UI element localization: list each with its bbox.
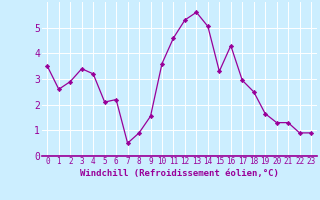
X-axis label: Windchill (Refroidissement éolien,°C): Windchill (Refroidissement éolien,°C) xyxy=(80,169,279,178)
